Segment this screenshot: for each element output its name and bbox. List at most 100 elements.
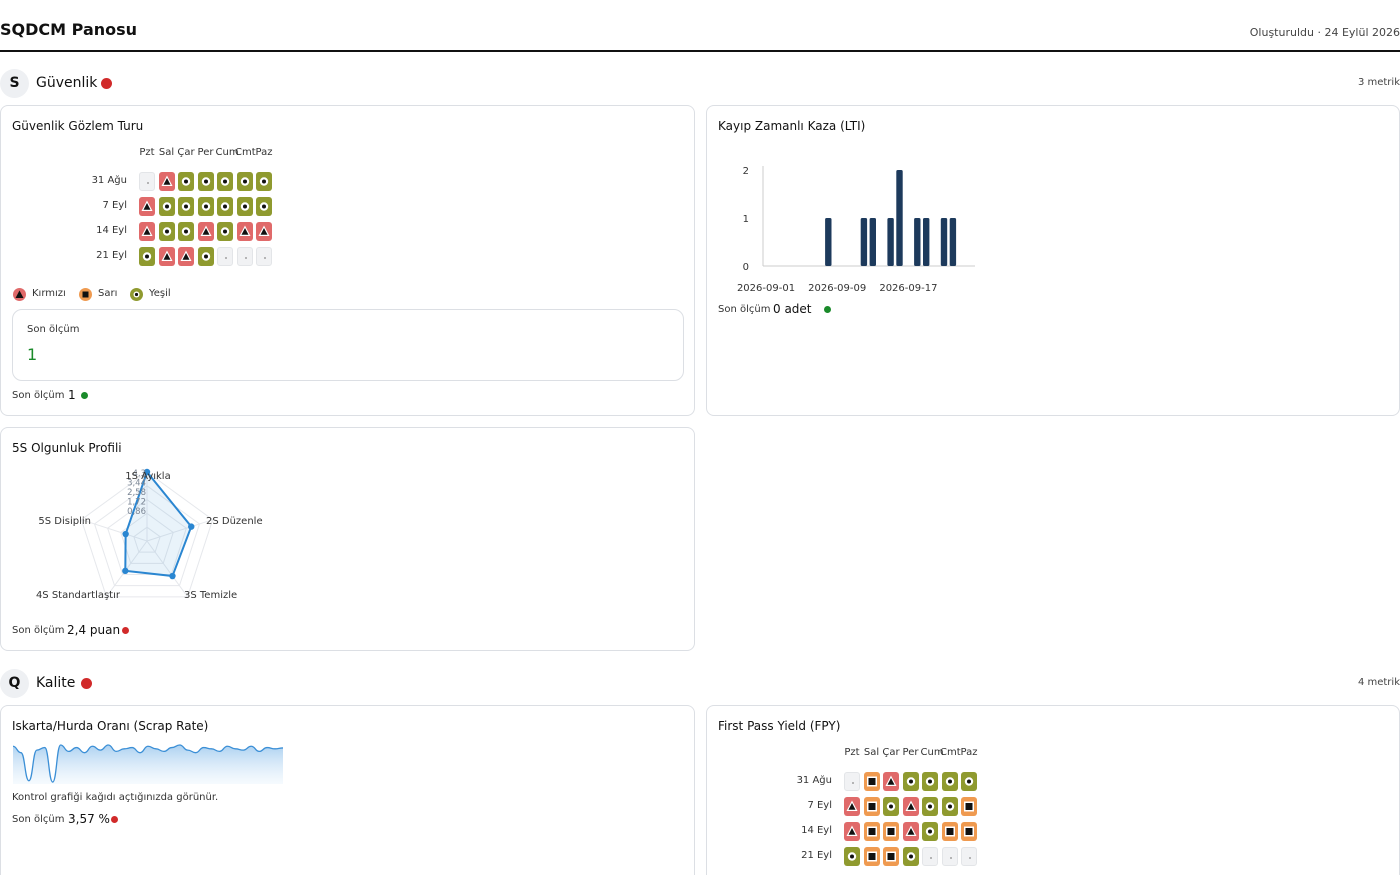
dot-icon	[925, 777, 935, 786]
dot-icon	[201, 252, 210, 261]
calendar-cell[interactable]	[158, 172, 175, 191]
calendar-cell[interactable]	[961, 822, 977, 841]
card-5s-profile[interactable]: 5S Olgunluk Profili 4,3 3,44 2,58 1,72 0,86 1…	[0, 427, 695, 651]
card-lti[interactable]: Kayıp Zamanlı Kaza (LTI) 0 1 2 2026-09-01 20…	[706, 105, 1400, 416]
empty-dot-icon	[264, 257, 266, 259]
calendar-cell[interactable]	[902, 772, 919, 791]
calendar-cell[interactable]	[217, 222, 233, 241]
calendar-cell[interactable]	[236, 197, 253, 216]
green-dot-icon	[130, 288, 143, 301]
dot-icon	[181, 177, 191, 186]
section-name: Güvenlik	[36, 75, 98, 91]
radar-point	[122, 530, 129, 538]
last-measure-box: Son ölçüm 1	[12, 309, 684, 381]
yellow-square-icon	[79, 288, 92, 301]
section-letter: Q	[0, 669, 29, 698]
calendar-cell[interactable]	[941, 772, 958, 791]
calendar-cell[interactable]	[844, 772, 860, 791]
calendar-cell[interactable]	[236, 172, 253, 191]
calendar-cell[interactable]	[863, 797, 880, 816]
calendar-cell[interactable]	[883, 822, 899, 841]
calendar-cell[interactable]	[902, 797, 919, 816]
calendar-cell[interactable]	[256, 222, 272, 241]
day-header: Cum	[920, 747, 944, 758]
calendar-cell[interactable]	[961, 797, 977, 816]
calendar-cell[interactable]	[139, 172, 155, 191]
calendar-cell[interactable]	[941, 797, 958, 816]
dot-icon	[945, 777, 954, 786]
card-title: Kayıp Zamanlı Kaza (LTI)	[718, 119, 866, 133]
calendar-cell[interactable]	[158, 197, 175, 216]
calendar-cell[interactable]	[902, 847, 919, 866]
calendar-cell[interactable]	[961, 772, 977, 791]
calendar-cell[interactable]	[902, 822, 919, 841]
card-title: Güvenlik Gözlem Turu	[12, 119, 144, 133]
bar	[887, 218, 894, 266]
5s-radar-chart: 4,33,442,581,720,86 1S Ayıkla 2S Düzenle 3S…	[36, 468, 263, 601]
calendar-cell[interactable]	[197, 247, 214, 266]
day-header: Paz	[255, 147, 273, 158]
calendar-cell[interactable]	[178, 172, 194, 191]
calendar-cell[interactable]	[236, 247, 253, 266]
calendar-cell[interactable]	[256, 197, 272, 216]
calendar-cell[interactable]	[197, 197, 214, 216]
calendar-cell[interactable]	[236, 222, 253, 241]
card-scrap-rate[interactable]: Iskarta/Hurda Oranı (Scrap Rate) Kontrol…	[0, 705, 695, 875]
calendar-cell[interactable]	[139, 222, 155, 241]
day-header: Cmt	[235, 147, 256, 158]
radar-point	[169, 572, 176, 580]
calendar-cell[interactable]	[844, 822, 860, 841]
empty-dot-icon	[852, 782, 854, 784]
calendar-cell[interactable]	[256, 172, 272, 191]
bar	[825, 218, 832, 266]
radar-axis-label: 3S Temizle	[184, 590, 237, 601]
radar-ring-label: 0,86	[127, 507, 146, 517]
scrap-line	[12, 744, 284, 783]
dot-icon	[181, 202, 191, 211]
calendar-cell[interactable]	[941, 847, 958, 866]
calendar-cell[interactable]	[941, 822, 958, 841]
calendar-cell[interactable]	[217, 172, 233, 191]
calendar-cell[interactable]	[844, 847, 860, 866]
day-header: Pzt	[139, 147, 155, 158]
calendar-cell[interactable]	[158, 247, 175, 266]
section-letter: S	[0, 69, 29, 98]
card-safety-walk[interactable]: Güvenlik Gözlem Turu Pzt Sal Çar Per Cum Cmt P…	[0, 105, 695, 416]
empty-dot-icon	[147, 182, 149, 184]
calendar-cell[interactable]	[197, 222, 214, 241]
calendar-cell[interactable]	[844, 797, 860, 816]
calendar-cell[interactable]	[922, 797, 938, 816]
day-header: Sal	[158, 147, 175, 158]
calendar-cell[interactable]	[922, 772, 938, 791]
calendar-cell[interactable]	[883, 797, 899, 816]
square-icon	[866, 851, 877, 862]
calendar-cell[interactable]	[256, 247, 272, 266]
calendar-cell[interactable]	[158, 222, 175, 241]
calendar-cell[interactable]	[961, 847, 977, 866]
dot-icon	[142, 252, 152, 261]
calendar-cell[interactable]	[197, 172, 214, 191]
radar-point	[143, 468, 151, 476]
calendar-cell[interactable]	[217, 197, 233, 216]
calendar-cell[interactable]	[178, 247, 194, 266]
calendar-cell[interactable]	[863, 822, 880, 841]
box-value: 1	[27, 345, 38, 364]
calendar-cell[interactable]	[863, 772, 880, 791]
triangle-icon	[905, 800, 916, 811]
calendar-cell[interactable]	[139, 247, 155, 266]
calendar-cell[interactable]	[178, 197, 194, 216]
calendar-cell[interactable]	[863, 847, 880, 866]
status-dot-green	[824, 306, 831, 313]
card-fpy[interactable]: First Pass Yield (FPY) Pzt Sal Çar Per Cum Cm…	[706, 705, 1400, 875]
calendar-cell[interactable]	[139, 197, 155, 216]
last-value: 3,57 %	[68, 812, 110, 826]
calendar-cell[interactable]	[883, 847, 899, 866]
calendar-cell[interactable]	[217, 247, 233, 266]
last-value: 1	[68, 388, 76, 402]
radar-point	[188, 523, 195, 530]
calendar-cell[interactable]	[922, 822, 938, 841]
radar-axis-label: 2S Düzenle	[206, 516, 263, 527]
calendar-cell[interactable]	[922, 847, 938, 866]
calendar-cell[interactable]	[883, 772, 899, 791]
calendar-cell[interactable]	[178, 222, 194, 241]
